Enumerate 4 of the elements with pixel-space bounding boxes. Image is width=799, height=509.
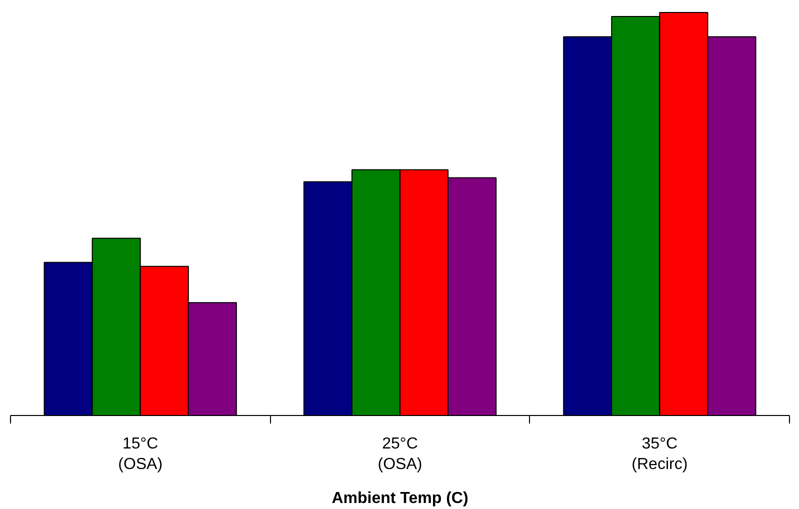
- x-tick-label: 15°C (OSA): [118, 436, 163, 473]
- x-tick-label: 35°C (Recirc): [632, 436, 688, 473]
- x-axis-title: Ambient Temp (C): [332, 490, 468, 507]
- x-tick-label: 25°C (OSA): [378, 436, 422, 473]
